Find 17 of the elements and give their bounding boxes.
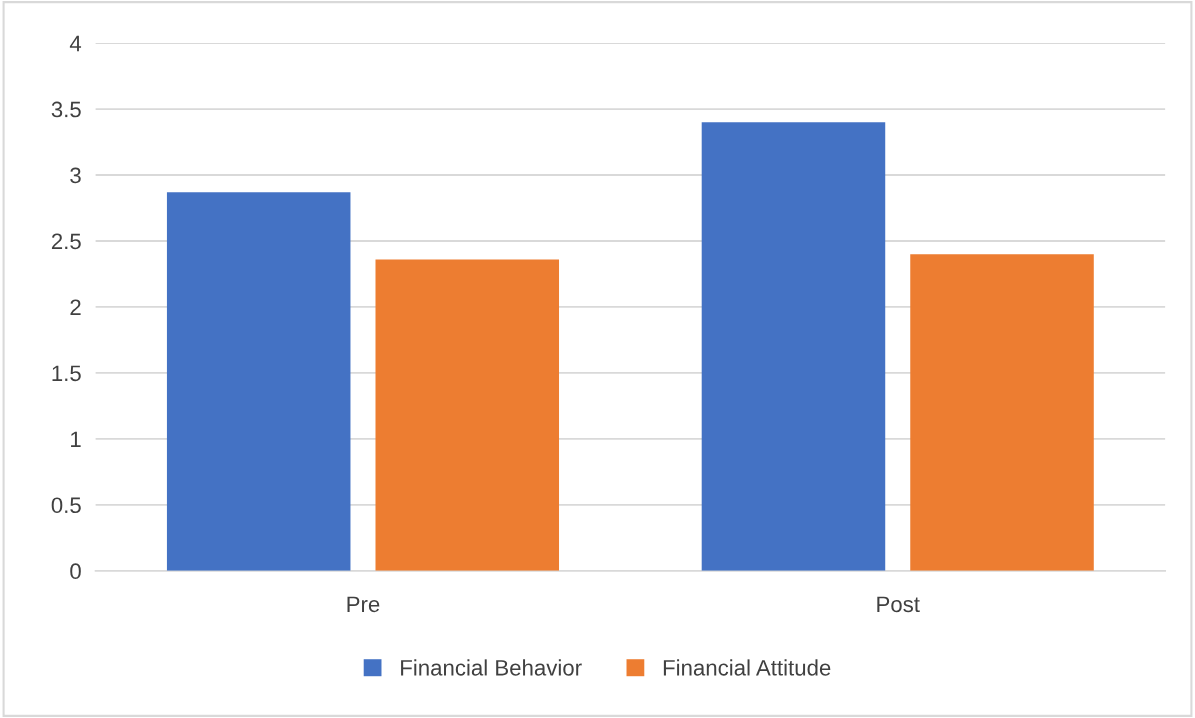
- legend-label: Financial Attitude: [663, 659, 831, 676]
- y-tick-label: 3: [70, 167, 81, 184]
- bar: [166, 192, 351, 571]
- y-tick-label: 0.5: [51, 497, 81, 514]
- y-tick-label: 2.5: [51, 233, 81, 250]
- y-tick-label: 3.5: [51, 101, 81, 118]
- bar: [701, 122, 886, 571]
- y-tick-label: 4: [69, 35, 82, 52]
- y-tick-label: 0: [70, 563, 81, 580]
- bar: [375, 259, 560, 571]
- bar: [910, 254, 1094, 571]
- x-tick-label: Post: [877, 596, 920, 613]
- x-tick-label: Pre: [347, 596, 380, 613]
- y-tick-label: 1.5: [52, 365, 81, 382]
- y-tick-label: 2: [70, 299, 81, 315]
- y-tick-label: 1: [71, 431, 81, 447]
- legend-label: Financial Behavior: [401, 659, 582, 676]
